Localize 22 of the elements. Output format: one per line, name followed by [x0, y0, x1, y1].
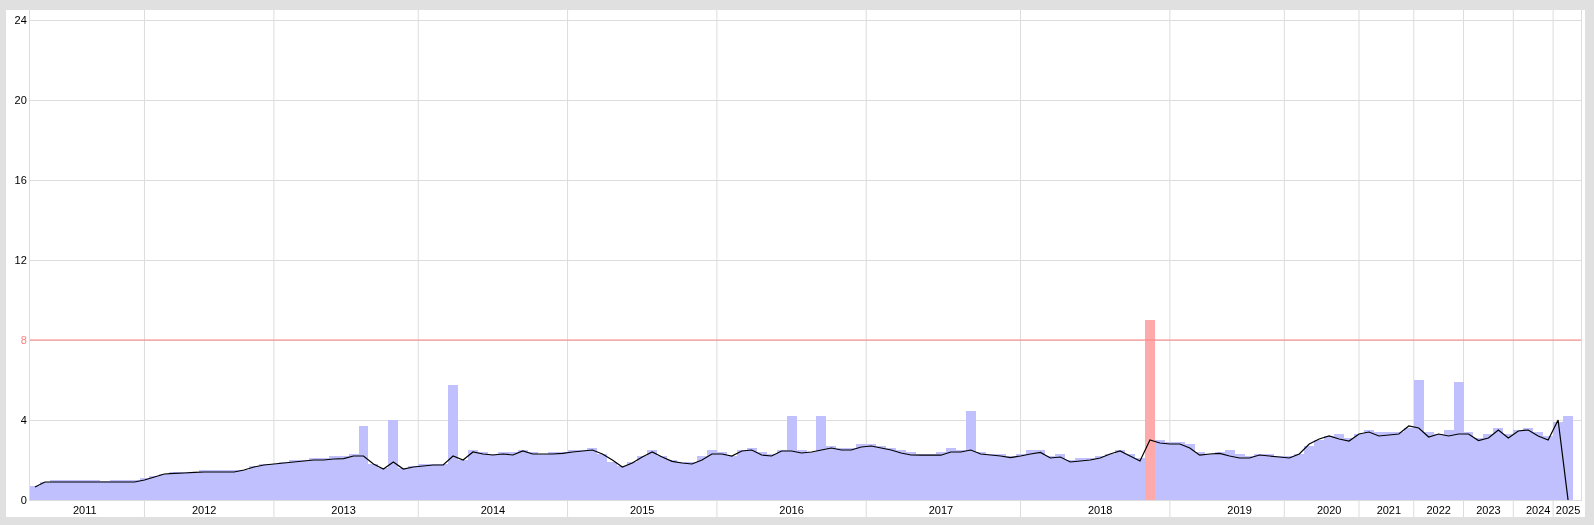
- x-tick-label: 2015: [630, 504, 655, 517]
- x-tick-label: 2017: [928, 504, 954, 517]
- x-tick-label: 2013: [331, 504, 356, 517]
- x-tick-label: 2011: [72, 504, 97, 517]
- y-tick-label: 12: [14, 253, 27, 266]
- x-tick-label: 2020: [1316, 504, 1342, 517]
- y-tick-label: 8: [20, 333, 27, 346]
- x-tick-label: 2014: [480, 504, 506, 517]
- y-tick-label: 24: [14, 13, 27, 26]
- x-tick-label: 2012: [191, 504, 217, 517]
- x-tick-label: 2016: [779, 504, 804, 517]
- x-tick-label: 2022: [1426, 504, 1451, 517]
- x-tick-label: 2025: [1555, 504, 1581, 517]
- y-tick-label: 0: [20, 493, 27, 506]
- x-tick-label: 2021: [1376, 504, 1402, 517]
- x-tick-label: 2018: [1087, 504, 1113, 517]
- x-tick-label: 2024: [1525, 504, 1551, 517]
- y-tick-label: 16: [14, 173, 27, 186]
- x-tick-label: 2019: [1227, 504, 1252, 517]
- x-tick-label: 2023: [1476, 504, 1501, 517]
- y-tick-label: 20: [14, 93, 27, 106]
- y-tick-label: 4: [20, 413, 27, 426]
